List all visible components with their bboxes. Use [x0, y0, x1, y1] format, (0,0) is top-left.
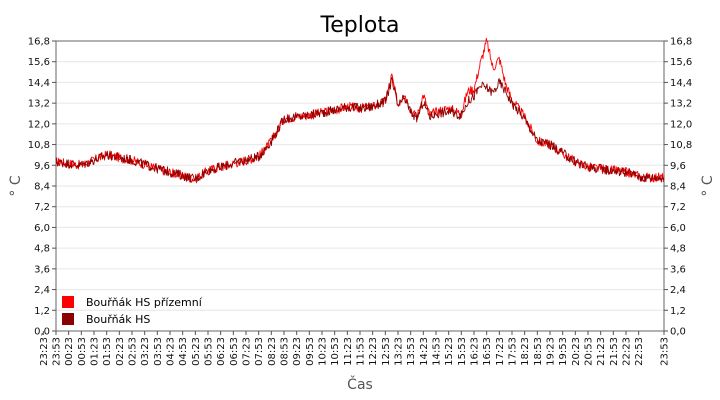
x-tick-label: 03:53	[153, 337, 164, 366]
y-tick-label-right: 8,4	[670, 182, 686, 193]
x-tick-label: 16:53	[482, 337, 493, 366]
y-tick-label-left: 9,6	[34, 161, 50, 172]
y-tick-label-left: 4,8	[34, 244, 50, 255]
y-tick-label-right: 15,6	[670, 57, 692, 68]
x-tick-label: 15:23	[444, 337, 455, 366]
y-axis-label-right: ° C	[700, 175, 716, 196]
x-tick-label: 21:23	[596, 337, 607, 366]
series-layer	[55, 37, 665, 184]
x-tick-label: 11:53	[356, 337, 367, 366]
x-tick-label: 09:53	[305, 337, 316, 366]
x-tick-label: 04:23	[166, 337, 177, 366]
y-ticks-left: 0,0 1,2 2,4 3,6 4,8 6,0 7,2 8,4 9,6 10,8 12,0 13,2 1…	[28, 37, 56, 338]
x-tick-label: 18:23	[520, 337, 531, 366]
x-tick-label: 12:23	[368, 337, 379, 366]
y-tick-label-left: 12,0	[28, 119, 50, 130]
y-tick-label-left: 0,0	[34, 327, 50, 338]
y-tick-label-left: 7,2	[34, 202, 50, 213]
x-tick-label: 15:53	[457, 337, 468, 366]
y-tick-label-right: 12,0	[670, 119, 692, 130]
chart-title: Teplota	[320, 13, 400, 38]
y-tick-label-left: 2,4	[34, 285, 50, 296]
x-tick-label: 06:53	[229, 337, 240, 366]
y-tick-label-right: 14,4	[670, 78, 692, 89]
x-tick-label: 10:53	[330, 337, 341, 366]
x-tick-label: 17:53	[508, 337, 519, 366]
x-tick-label: 19:53	[558, 337, 569, 366]
x-tick-label: 16:23	[470, 337, 481, 366]
x-tick-label: 20:23	[571, 337, 582, 366]
x-tick-label: 05:53	[204, 337, 215, 366]
x-tick-label: 07:23	[242, 337, 253, 366]
x-axis-label: Čas	[347, 375, 373, 393]
legend-swatch-series-1	[62, 296, 74, 308]
y-tick-label-left: 1,2	[34, 306, 50, 317]
x-tick-label: 11:23	[343, 337, 354, 366]
x-tick-label: 04:53	[178, 337, 189, 366]
y-tick-label-right: 7,2	[670, 202, 686, 213]
x-tick-label: 23:53	[52, 337, 63, 366]
legend-swatch-series-2	[62, 313, 74, 325]
y-tick-label-right: 2,4	[670, 285, 686, 296]
x-tick-label: 14:53	[432, 337, 443, 366]
y-tick-label-right: 10,8	[670, 140, 692, 151]
x-tick-label: 21:53	[609, 337, 620, 366]
x-tick-label: 07:53	[254, 337, 265, 366]
x-tick-label: 12:53	[381, 337, 392, 366]
x-tick-label: 00:23	[64, 337, 75, 366]
y-tick-label-left: 6,0	[34, 223, 50, 234]
x-tick-label: 19:23	[546, 337, 557, 366]
y-tick-label-left: 3,6	[34, 264, 50, 275]
y-tick-label-right: 4,8	[670, 244, 686, 255]
y-tick-label-right: 1,2	[670, 306, 686, 317]
y-tick-label-right: 16,8	[670, 37, 692, 48]
y-tick-label-left: 13,2	[28, 99, 50, 110]
legend: Bouřňák HS přízemní Bouřňák HS	[62, 296, 203, 326]
x-tick-label: 17:23	[495, 337, 506, 366]
x-tick-label: 00:53	[77, 337, 88, 366]
y-tick-label-right: 13,2	[670, 99, 692, 110]
x-tick-label: 23:53	[660, 337, 671, 366]
y-tick-label-right: 9,6	[670, 161, 686, 172]
x-tick-label: 14:23	[419, 337, 430, 366]
x-tick-label: 03:23	[140, 337, 151, 366]
y-tick-label-right: 0,0	[670, 327, 686, 338]
x-tick-label: 22:23	[622, 337, 633, 366]
x-tick-label: 05:23	[191, 337, 202, 366]
y-tick-label-right: 6,0	[670, 223, 686, 234]
x-tick-label: 20:53	[584, 337, 595, 366]
x-tick-label: 06:23	[216, 337, 227, 366]
x-tick-label: 01:53	[102, 337, 113, 366]
y-tick-label-left: 10,8	[28, 140, 50, 151]
y-tick-label-left: 16,8	[28, 37, 50, 48]
y-tick-label-left: 8,4	[34, 182, 50, 193]
legend-label-series-1: Bouřňák HS přízemní	[86, 296, 203, 309]
x-tick-label: 09:23	[292, 337, 303, 366]
y-tick-label-left: 14,4	[28, 78, 50, 89]
y-ticks-right: 0,0 1,2 2,4 3,6 4,8 6,0 7,2 8,4 9,6 10,8 12,0 13,2 1…	[664, 37, 692, 338]
x-tick-label: 10:23	[318, 337, 329, 366]
x-tick-label: 08:53	[280, 337, 291, 366]
x-tick-label: 08:23	[267, 337, 278, 366]
series-line-2	[55, 76, 665, 183]
x-tick-label: 22:53	[634, 337, 645, 366]
x-tick-label: 23:23	[39, 337, 50, 366]
y-tick-label-left: 15,6	[28, 57, 50, 68]
x-tick-label: 01:23	[90, 337, 101, 366]
x-ticks: 23:53 00:23 00:53 01:23 01:53 02:23 02:53 03:23…	[39, 331, 671, 366]
x-tick-label: 02:23	[115, 337, 126, 366]
x-tick-label: 18:53	[533, 337, 544, 366]
y-tick-label-right: 3,6	[670, 264, 686, 275]
x-tick-label: 13:23	[394, 337, 405, 366]
x-tick-label: 02:53	[128, 337, 139, 366]
legend-label-series-2: Bouřňák HS	[86, 313, 150, 326]
y-axis-label-left: ° C	[8, 175, 24, 196]
x-tick-label: 13:53	[406, 337, 417, 366]
